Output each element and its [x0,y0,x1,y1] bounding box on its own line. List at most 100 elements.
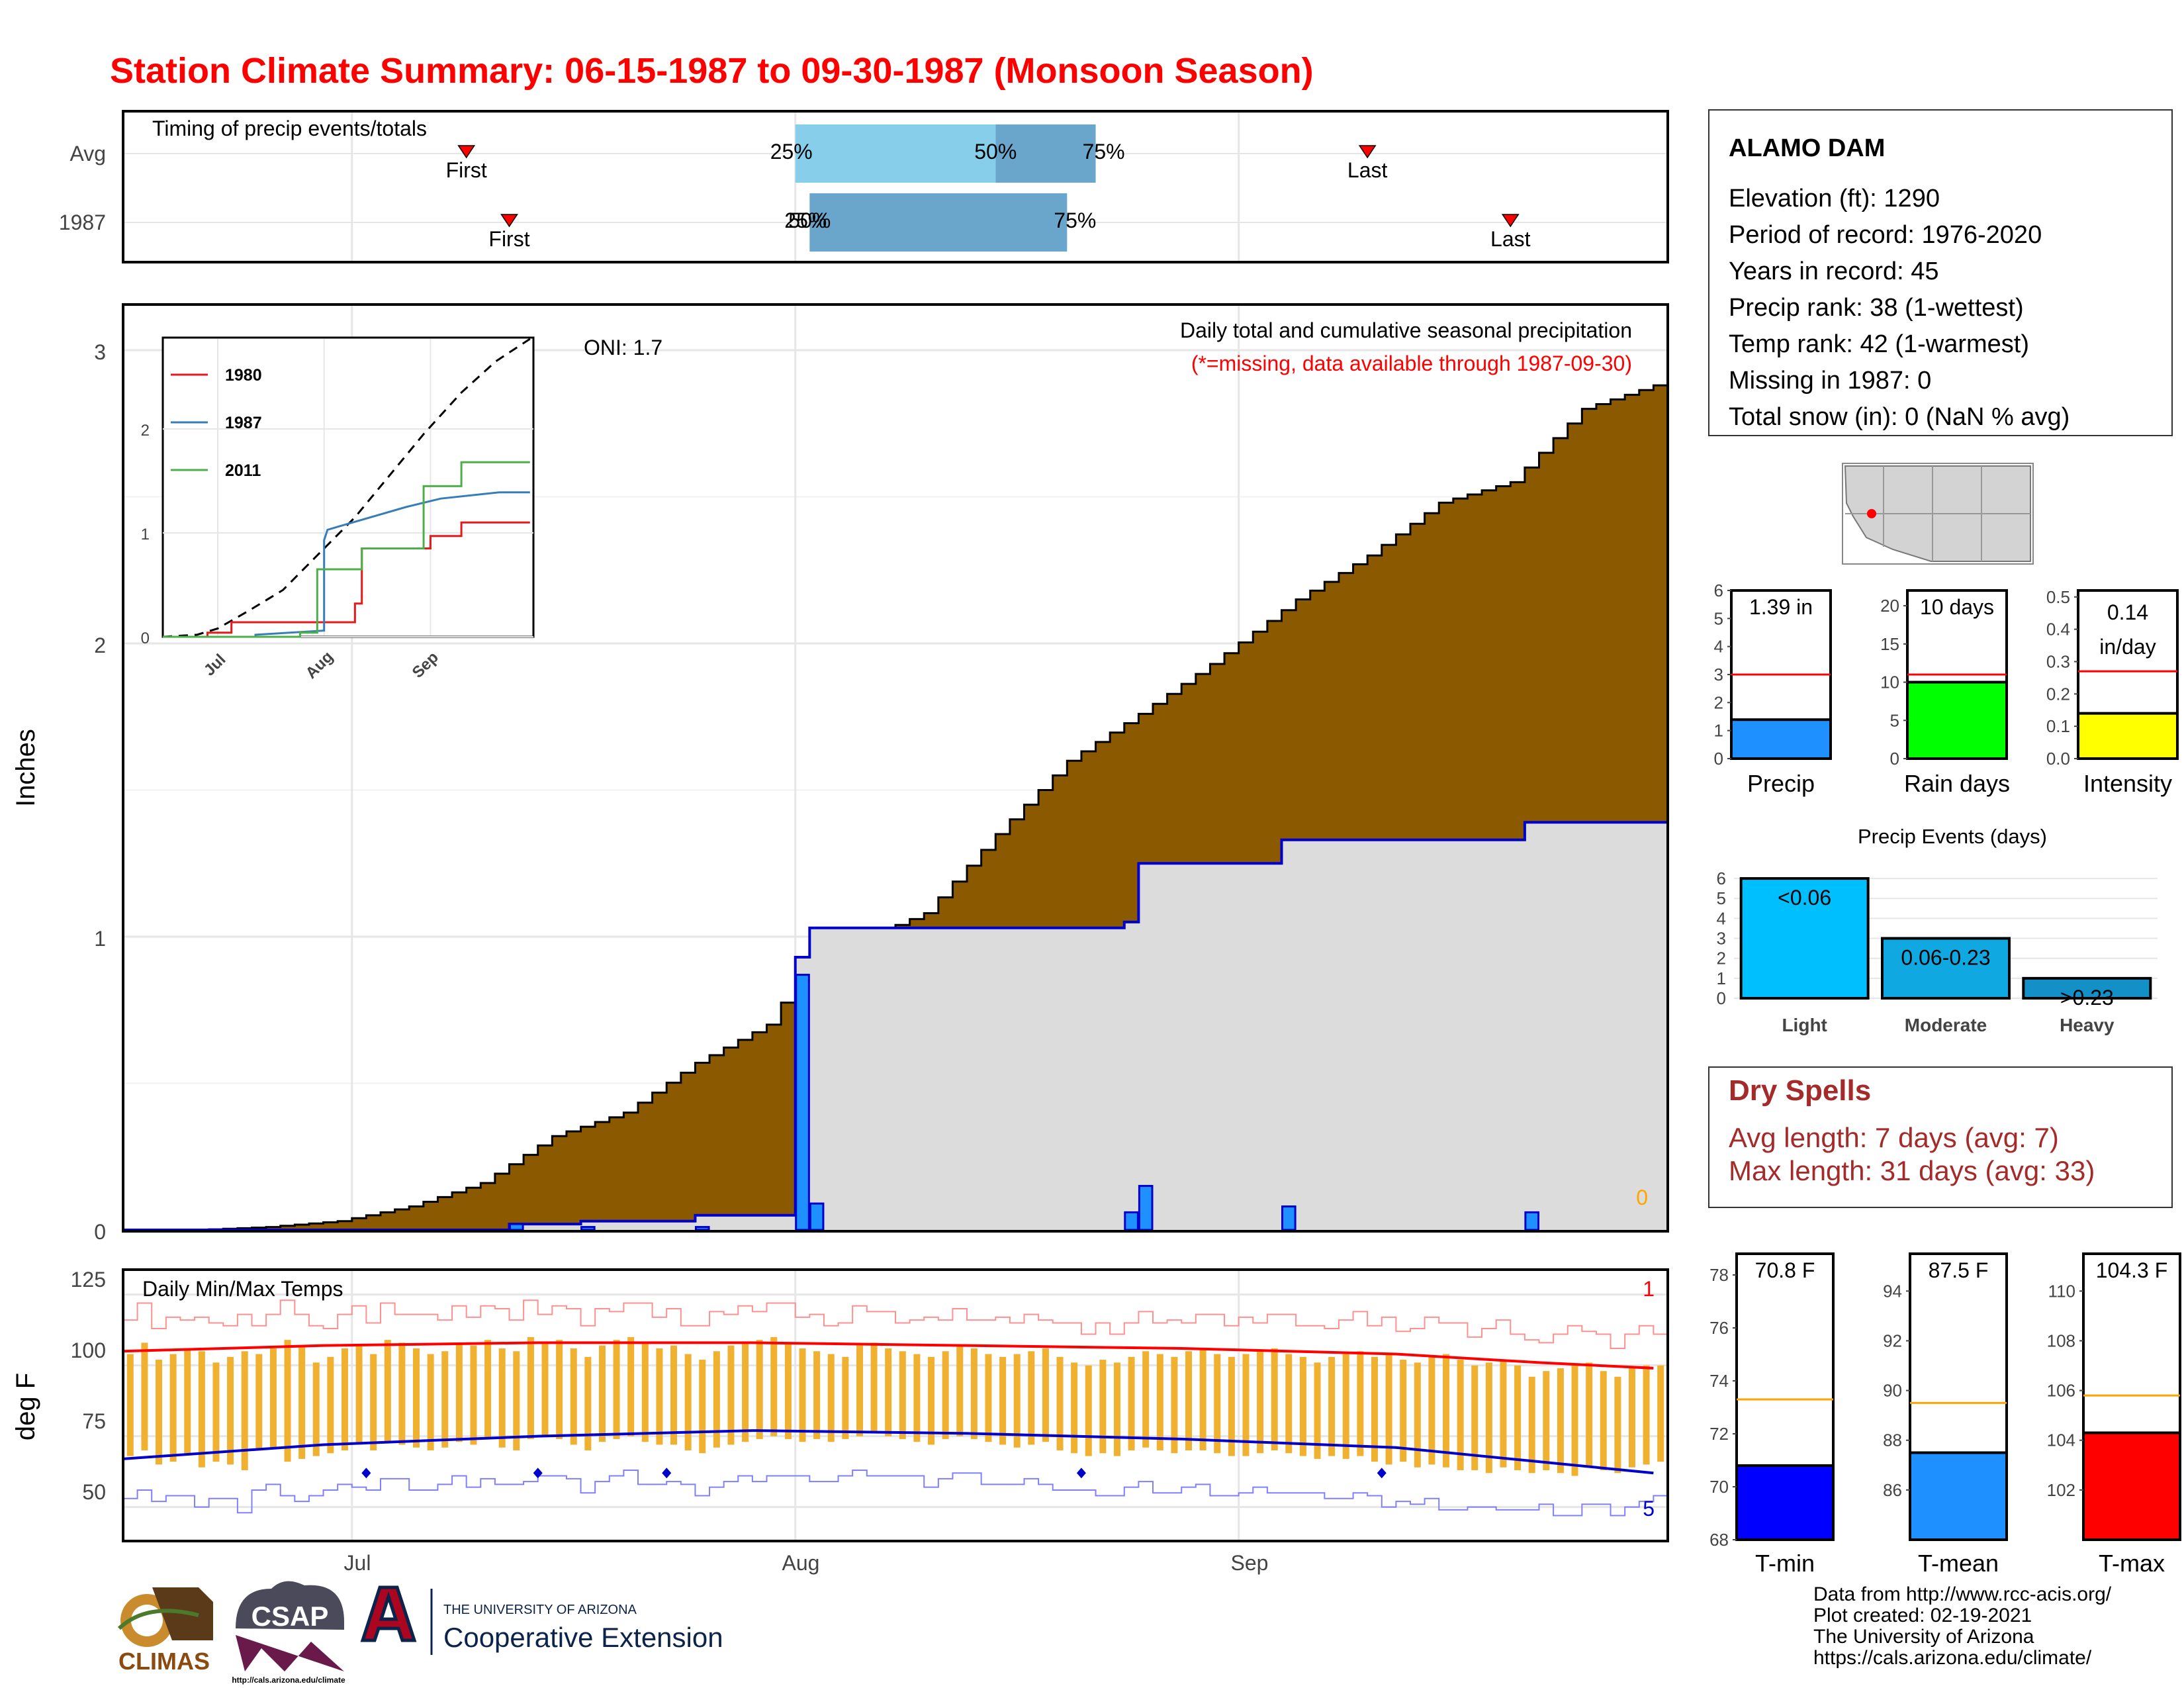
daily-temp-range-bar [756,1340,763,1439]
station-line-snow: Total snow (in): 0 (NaN % avg) [1729,403,2070,431]
summary-bar [1730,718,1832,760]
temp-summary-tick: 106 [2047,1381,2075,1401]
summary-tick: 5 [1890,710,1899,730]
summary-name: Precip [1747,770,1815,797]
daily-temp-range-bar [1099,1360,1107,1454]
precip-ytick-2: 2 [94,633,106,657]
timing-avg-last-label: Last [1347,158,1388,182]
events-category-label: Light [1782,1015,1827,1035]
record-low-marker [361,1468,371,1479]
timing-1987-label-75: 75% [1054,209,1096,232]
daily-temp-range-bar [1528,1376,1535,1474]
daily-precip-bar [1138,1185,1154,1231]
timing-1987-bar-q50-q75 [809,193,1068,252]
summary-tick: 0.2 [2046,684,2070,704]
daily-temp-range-bar [1357,1351,1364,1456]
summary-tick: 20 [1880,596,1899,616]
timing-row-avg: Avg [69,142,106,165]
precip-ytick-3: 3 [94,340,106,364]
daily-temp-range-bar [1071,1362,1078,1454]
daily-temp-range-bar [1156,1354,1163,1451]
precip-ytick-0: 0 [94,1220,106,1244]
daily-temp-range-bar [1128,1356,1135,1451]
dry-spells-max: Max length: 31 days (avg: 33) [1729,1155,2095,1186]
temp-summary-value-label: 87.5 F [1929,1258,1989,1282]
observed-cumulative-area [123,822,1668,1230]
footer-line-url: https://cals.arizona.edu/climate/ [1813,1647,2092,1669]
daily-temp-range-bar [298,1345,306,1459]
timing-1987-label-50: 50% [788,209,831,232]
temp-panel-label: Daily Min/Max Temps [142,1277,343,1301]
daily-temp-range-bar [956,1345,964,1436]
daily-temp-range-bar [1600,1371,1607,1470]
avg-max-temp-line [122,1341,1654,1370]
daily-precip-bar [809,1202,825,1231]
daily-temp-range-bar [141,1342,148,1451]
daily-temp-range-bar [813,1351,821,1439]
station-info-box: ALAMO DAM Elevation (ft): 1290 Period of… [1708,109,2173,436]
climas-logo: CLIMAS [117,1587,213,1675]
record-high-line [123,1299,1668,1349]
station-name: ALAMO DAM [1729,134,1885,162]
missing-count: 0 [1636,1186,1648,1209]
daily-temp-range-bar [770,1336,778,1436]
temp-summary-chart-t-min: 68 70 72 74 76 78 70.8 F T-min [1709,1252,1835,1577]
temperature-summary-charts: 68 70 72 74 76 78 70.8 F T-min 86 88 90 92 94 87.5 F T… [1709,1252,2181,1577]
daily-temp-range-bar [1557,1368,1564,1474]
events-tick: 3 [1717,929,1726,949]
timing-1987-label-25: 25% [784,209,827,232]
daily-temp-range-bar [498,1348,506,1448]
events-bar-moderate [1881,937,2011,1000]
record-low-marker [1076,1468,1086,1479]
temp-summary-tick: 70 [1709,1477,1729,1497]
temp-summary-tick: 88 [1883,1430,1902,1450]
events-category-label: Moderate [1905,1015,1987,1035]
record-low-count: 5 [1643,1497,1655,1521]
record-low-marker [1377,1468,1387,1479]
daily-temp-range-bar [198,1351,205,1468]
daily-temp-range-bar [1342,1354,1349,1459]
daily-temp-range-bar [684,1354,692,1451]
events-bar-heavy [2022,976,2152,1000]
station-line-elevation: Elevation (ft): 1290 [1729,185,1940,212]
station-line-temp-rank: Temp rank: 42 (1-warmest) [1729,330,2029,358]
temp-summary-bar [1735,1464,1835,1541]
record-high-count: 1 [1643,1277,1655,1301]
daily-temp-range-bar [1457,1360,1464,1470]
inset-series-1987 [163,491,530,638]
summary-tick: 0.5 [2046,587,2070,607]
daily-temp-range-bar [1271,1348,1278,1451]
timing-avg-bar-q50-q75 [995,124,1096,183]
daily-temp-range-bar [126,1354,134,1456]
daily-temp-range-bar [641,1342,649,1442]
events-bin-label: 0.06-0.23 [1901,946,1990,970]
timing-1987-last-marker [1501,214,1520,228]
daily-temp-range-bar [370,1354,377,1451]
daily-temp-range-bar [1328,1356,1336,1456]
timing-avg-label-50: 50% [974,140,1017,164]
daily-temp-range-bar [527,1336,534,1439]
daily-temp-range-bar [999,1356,1007,1445]
daily-temp-range-bar [1385,1354,1392,1465]
daily-temp-range-bar [1299,1356,1306,1456]
inset-series-1980 [163,521,530,638]
summary-value-label: 1.39 in [1749,595,1813,619]
daily-temp-range-bar [1042,1348,1049,1442]
events-bar-light [1739,877,1870,1000]
climas-wordmark: CLIMAS [118,1648,210,1675]
daily-temp-range-bar [556,1340,563,1439]
inset-ytick-1: 1 [141,526,150,543]
daily-temp-range-bar [799,1348,806,1442]
daily-temp-range-bar [713,1351,720,1448]
inset-avg-line [162,338,531,638]
daily-temp-range-bar [513,1351,520,1451]
inset-ytick-0: 0 [141,630,150,647]
daily-temp-range-bar [156,1360,163,1465]
summary-tick: 5 [1714,608,1723,628]
inset-legend-2011: 2011 [225,461,261,480]
inset-legend-1980: 1980 [225,366,262,385]
events-tick: 2 [1717,949,1726,968]
daily-temp-range-bar [1485,1362,1492,1474]
